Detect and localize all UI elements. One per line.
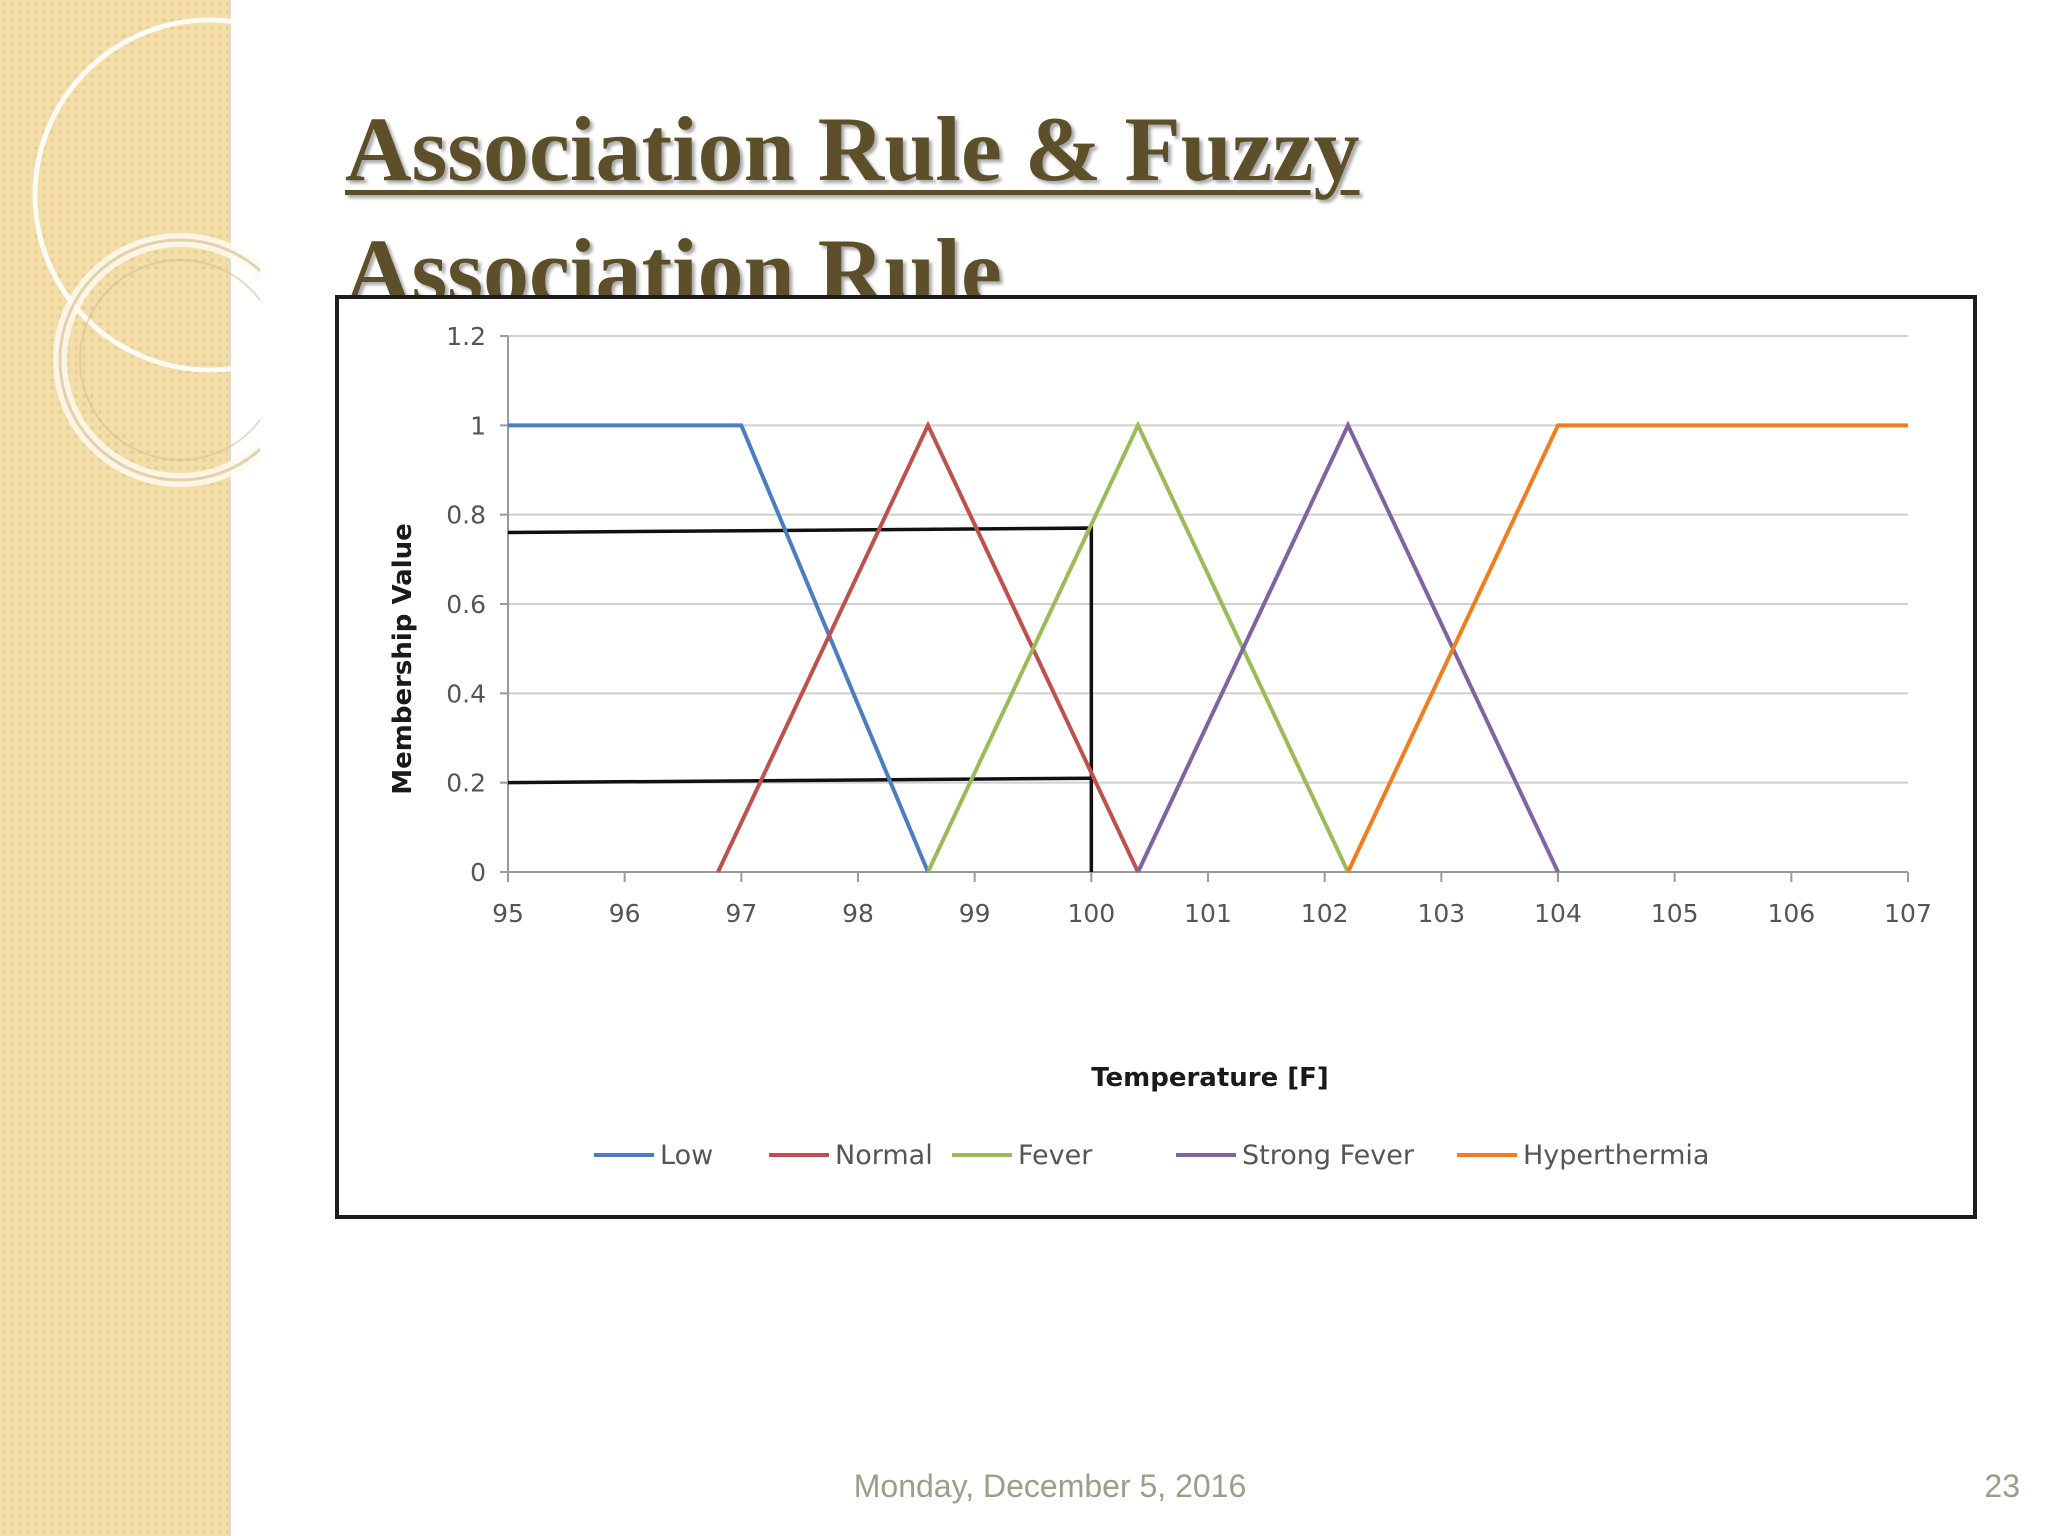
x-tick-label: 95: [492, 899, 524, 928]
x-tick-label: 98: [842, 899, 874, 928]
legend-label-fever: Fever: [1018, 1140, 1093, 1171]
x-tick-label: 105: [1651, 899, 1699, 928]
y-tick-label: 0.8: [446, 501, 486, 530]
series-line-strong-fever: [1136, 420, 1560, 873]
series-line-normal: [716, 420, 1140, 873]
x-tick-label: 99: [959, 899, 991, 928]
decorative-rings: [32, 17, 260, 487]
y-tick-label: 1.2: [446, 322, 486, 351]
y-tick-label: 1: [470, 411, 486, 440]
chart-frame: 0 0.2 0.4 0.6 0.8 1 1.2 95 96 97 98 99 100 101 102 103 1…: [335, 295, 1977, 1219]
y-tick-label: 0.4: [446, 679, 486, 708]
x-tick-label: 102: [1301, 899, 1349, 928]
legend-label-normal: Normal: [835, 1140, 933, 1171]
y-tick-label: 0: [470, 858, 486, 887]
series-line-low: [508, 423, 930, 873]
membership-chart: 0 0.2 0.4 0.6 0.8 1 1.2 95 96 97 98 99 100 101 102 103 1…: [388, 322, 1932, 1171]
legend-label-low: Low: [660, 1140, 713, 1171]
x-axis-title: Temperature [F]: [1091, 1063, 1329, 1093]
x-tick-label: 106: [1767, 899, 1815, 928]
y-axis-title: Membership Value: [388, 523, 418, 795]
legend-label-hyperthermia: Hyperthermia: [1523, 1140, 1709, 1171]
legend-label-strong-fever: Strong Fever: [1242, 1140, 1415, 1171]
y-tick-label: 0.2: [446, 769, 486, 798]
x-tick-label: 103: [1417, 899, 1465, 928]
x-tick-label: 100: [1067, 899, 1115, 928]
series-line-fever: [926, 420, 1350, 873]
x-tick-label: 104: [1534, 899, 1582, 928]
footer-date: Monday, December 5, 2016: [853, 1468, 1247, 1504]
x-tick-label: 101: [1184, 899, 1232, 928]
x-tick-label: 97: [725, 899, 757, 928]
x-tick-label: 96: [609, 899, 641, 928]
reading-line-1: [507, 776, 1092, 785]
slide-title-line1: Association Rule & Fuzzy: [345, 98, 1360, 200]
page-number: 23: [1984, 1468, 2020, 1504]
legend: Low Normal Fever Strong Fever Hyperthermia: [594, 1140, 1709, 1171]
series-line-hyperthermia: [1346, 423, 1908, 873]
x-tick-label: 107: [1884, 899, 1932, 928]
y-tick-label: 0.6: [446, 590, 486, 619]
